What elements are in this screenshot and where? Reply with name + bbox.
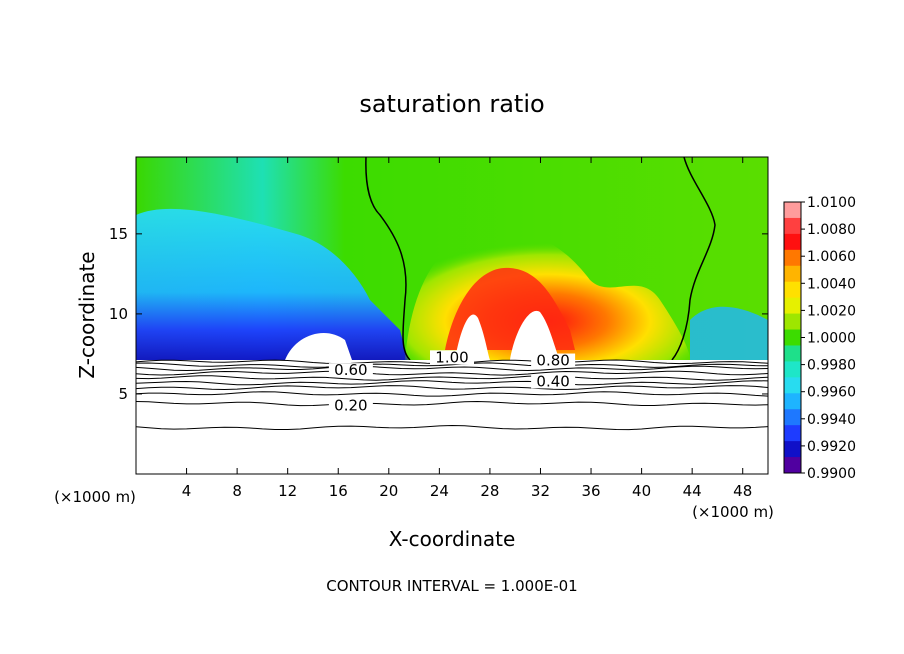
colorbar-swatch bbox=[784, 217, 801, 235]
colorbar-label: 0.9960 bbox=[807, 385, 856, 401]
x-tick-label: 32 bbox=[531, 482, 550, 500]
y-axis-label: Z-coordinate bbox=[75, 251, 99, 378]
contour-line bbox=[136, 391, 768, 397]
colorbar-label: 1.0020 bbox=[807, 303, 856, 319]
contour-label: 0.80 bbox=[536, 352, 569, 370]
colorbar-swatch bbox=[784, 281, 801, 299]
colorbar-label: 0.9940 bbox=[807, 412, 856, 428]
contour-line bbox=[136, 365, 768, 372]
field-lower-layer bbox=[136, 360, 768, 474]
contour-label-bg bbox=[430, 350, 474, 365]
colorbar-swatch bbox=[784, 425, 801, 442]
contour-label: 0.60 bbox=[334, 361, 367, 379]
contour-label: 1.00 bbox=[435, 348, 468, 366]
x-axis: 4 8 12 16 20 24 28 32 36 40 44 48 bbox=[182, 157, 752, 500]
contour-label-bg bbox=[531, 353, 576, 368]
colorbar-swatch bbox=[784, 297, 801, 315]
y-tick-label: 10 bbox=[109, 305, 128, 323]
field-dry-region-right bbox=[690, 306, 768, 360]
colorbar-swatch bbox=[784, 393, 801, 410]
colorbar-label: 0.9980 bbox=[807, 358, 856, 374]
contour-line bbox=[136, 400, 768, 407]
plot-frame bbox=[135, 156, 769, 475]
contour-line bbox=[136, 380, 768, 386]
contour-line bbox=[136, 385, 768, 391]
field-blank-2 bbox=[510, 310, 560, 360]
x-tick-label: 28 bbox=[480, 482, 499, 500]
contour-labels: 1.00 0.80 0.60 0.40 0.20 bbox=[328, 348, 576, 414]
colorbar-label: 1.0080 bbox=[807, 222, 856, 238]
colorbar-label: 0.9900 bbox=[807, 466, 856, 482]
contour-label-bg bbox=[328, 398, 373, 413]
colorbar-swatch bbox=[784, 265, 801, 283]
contour-line bbox=[136, 370, 768, 376]
x-tick-label: 24 bbox=[430, 482, 449, 500]
x-unit-label-right: (×1000 m) bbox=[692, 503, 774, 521]
y-tick-label: 15 bbox=[109, 225, 128, 243]
x-tick-label: 16 bbox=[329, 482, 348, 500]
x-tick-label: 8 bbox=[232, 482, 242, 500]
colorbar-swatch bbox=[784, 361, 801, 378]
x-unit-label-left: (×1000 m) bbox=[54, 488, 136, 506]
x-tick-label: 48 bbox=[733, 482, 752, 500]
plot-area: 1.00 0.80 0.60 0.40 0.20 bbox=[136, 157, 768, 474]
contour-label-bg bbox=[531, 374, 576, 389]
colorbar-swatch bbox=[784, 377, 801, 394]
colorbar-label: 1.0000 bbox=[807, 331, 856, 347]
x-tick-label: 40 bbox=[632, 482, 651, 500]
colorbar-frame bbox=[783, 201, 802, 474]
contour-saturation-1 bbox=[365, 157, 411, 361]
contour-line bbox=[136, 362, 768, 368]
colorbar-swatch bbox=[784, 202, 801, 219]
contour-label: 0.40 bbox=[536, 372, 569, 390]
field-blank-3 bbox=[285, 332, 352, 360]
colorbar-swatch bbox=[784, 457, 801, 474]
y-tick-label: 5 bbox=[118, 385, 128, 403]
x-tick-label: 36 bbox=[581, 482, 600, 500]
colorbar-swatch bbox=[784, 233, 801, 251]
contour-line bbox=[136, 375, 768, 381]
x-axis-label: X-coordinate bbox=[389, 527, 516, 551]
contour-label-bg bbox=[328, 363, 373, 378]
x-tick-label: 12 bbox=[278, 482, 297, 500]
colorbar-swatch bbox=[784, 329, 801, 346]
contour-saturation-1-right bbox=[671, 157, 716, 361]
colorbar-swatch bbox=[784, 409, 801, 426]
x-tick-label: 20 bbox=[379, 482, 398, 500]
chart-title: saturation ratio bbox=[359, 90, 544, 118]
contour-label: 0.20 bbox=[334, 396, 367, 414]
field-blank-1 bbox=[455, 314, 490, 360]
contour-interval-note: CONTOUR INTERVAL = 1.000E-01 bbox=[326, 577, 577, 595]
field-dry-region-left bbox=[136, 208, 408, 360]
colorbar-label: 1.0040 bbox=[807, 276, 856, 292]
x-tick-label: 44 bbox=[683, 482, 702, 500]
x-tick-label: 4 bbox=[182, 482, 192, 500]
colorbar-swatch bbox=[784, 249, 801, 267]
colorbar-swatch bbox=[784, 345, 801, 362]
colorbar-label: 1.0060 bbox=[807, 249, 856, 265]
colorbar-swatch bbox=[784, 441, 801, 458]
colorbar-label: 1.0100 bbox=[807, 195, 856, 211]
contour-line bbox=[136, 424, 768, 431]
y-axis: 5 10 15 bbox=[109, 225, 768, 403]
colorbar-swatch bbox=[784, 313, 801, 331]
colorbar: 1.0100 1.0080 1.0060 1.0040 1.0020 1.0000 0.99… bbox=[784, 195, 856, 482]
colorbar-label: 0.9920 bbox=[807, 439, 856, 455]
